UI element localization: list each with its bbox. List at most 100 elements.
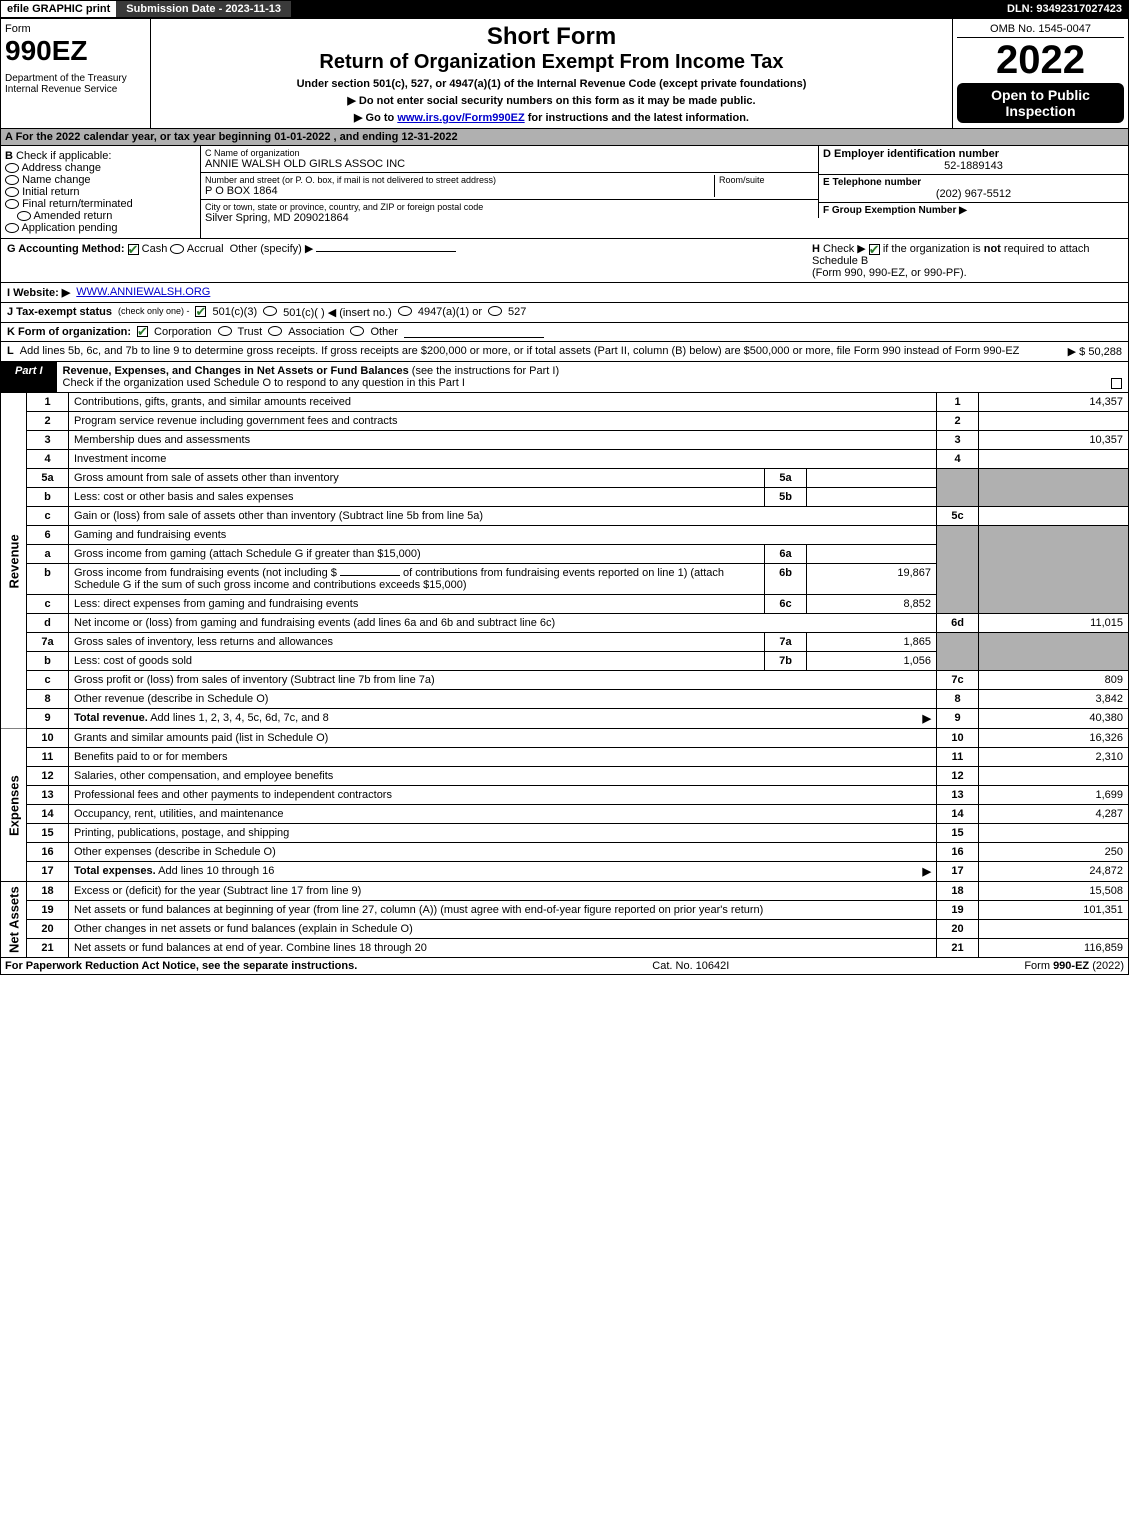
ln18: 18 bbox=[27, 882, 69, 901]
a16: 250 bbox=[979, 843, 1129, 862]
d-label: D Employer identification number bbox=[823, 148, 1124, 160]
ln6a: a bbox=[27, 545, 69, 564]
e-label: E Telephone number bbox=[823, 177, 1124, 188]
k-other-blank[interactable] bbox=[404, 326, 544, 338]
footer-right-form: 990-EZ bbox=[1053, 960, 1089, 972]
ln15: 15 bbox=[27, 824, 69, 843]
k-assoc: Association bbox=[288, 326, 344, 338]
k-row: K Form of organization: Corporation Trus… bbox=[0, 323, 1129, 342]
k-other-check[interactable] bbox=[350, 326, 364, 336]
ln16: 16 bbox=[27, 843, 69, 862]
section-c: C Name of organization ANNIE WALSH OLD G… bbox=[201, 146, 818, 238]
a8: 3,842 bbox=[979, 690, 1129, 709]
j-4947-check[interactable] bbox=[398, 306, 412, 316]
amended: Amended return bbox=[33, 210, 112, 222]
city-label: City or town, state or province, country… bbox=[205, 202, 814, 212]
j-501c-check[interactable] bbox=[263, 306, 277, 316]
ln6-grey bbox=[937, 526, 979, 614]
j-501c3: 501(c)(3) bbox=[212, 306, 257, 319]
ln12: 12 bbox=[27, 767, 69, 786]
part1-table: Revenue 1 Contributions, gifts, grants, … bbox=[0, 393, 1129, 958]
a6b: 19,867 bbox=[807, 564, 937, 595]
ln13: 13 bbox=[27, 786, 69, 805]
j-row: J Tax-exempt status (check only one) - 5… bbox=[0, 303, 1129, 323]
name-change-check[interactable] bbox=[5, 175, 19, 185]
goto-row: ▶ Go to www.irs.gov/Form990EZ for instru… bbox=[155, 111, 948, 124]
ln20: 20 bbox=[27, 920, 69, 939]
ln10r: 10 bbox=[937, 729, 979, 748]
initial-return-check[interactable] bbox=[5, 187, 19, 197]
ln1: 1 bbox=[27, 393, 69, 412]
website-link[interactable]: WWW.ANNIEWALSH.ORG bbox=[76, 286, 210, 299]
l4-text: Investment income bbox=[69, 450, 937, 469]
h-check[interactable] bbox=[869, 244, 880, 255]
footer-left: For Paperwork Reduction Act Notice, see … bbox=[5, 960, 357, 972]
goto-link[interactable]: www.irs.gov/Form990EZ bbox=[397, 112, 524, 124]
j-label: J Tax-exempt status bbox=[7, 306, 112, 319]
ln5b-sub: 5b bbox=[765, 488, 807, 507]
addr-change-check[interactable] bbox=[5, 163, 19, 173]
a1: 14,357 bbox=[979, 393, 1129, 412]
a21: 116,859 bbox=[979, 939, 1129, 958]
ln7b-sub: 7b bbox=[765, 652, 807, 671]
k-corp-check[interactable] bbox=[137, 326, 148, 337]
ln18r: 18 bbox=[937, 882, 979, 901]
ln6a-sub: 6a bbox=[765, 545, 807, 564]
l17-cell: Total expenses. Add lines 10 through 16 … bbox=[69, 862, 937, 882]
final-return-check[interactable] bbox=[5, 199, 19, 209]
a19: 101,351 bbox=[979, 901, 1129, 920]
part1-check[interactable] bbox=[1111, 378, 1122, 389]
ln3r: 3 bbox=[937, 431, 979, 450]
b-letter: B bbox=[5, 150, 13, 162]
section-b: B Check if applicable: Address change Na… bbox=[1, 146, 201, 238]
app-pending: Application pending bbox=[21, 222, 117, 234]
a14: 4,287 bbox=[979, 805, 1129, 824]
k-label: K Form of organization: bbox=[7, 326, 131, 338]
ln6c: c bbox=[27, 595, 69, 614]
page-footer: For Paperwork Reduction Act Notice, see … bbox=[0, 958, 1129, 975]
cash-check[interactable] bbox=[128, 244, 139, 255]
k-trust-check[interactable] bbox=[218, 326, 232, 336]
a7a: 1,865 bbox=[807, 633, 937, 652]
subtitle: Under section 501(c), 527, or 4947(a)(1)… bbox=[155, 78, 948, 90]
j-501c3-check[interactable] bbox=[195, 306, 206, 317]
app-pending-check[interactable] bbox=[5, 223, 19, 233]
h-not: not bbox=[984, 243, 1001, 255]
l-amt: ▶ $ 50,288 bbox=[1068, 345, 1122, 358]
l9-cell: Total revenue. Add lines 1, 2, 3, 4, 5c,… bbox=[69, 709, 937, 729]
dln: DLN: 93492317027423 bbox=[1001, 1, 1128, 17]
ln4r: 4 bbox=[937, 450, 979, 469]
l21-text: Net assets or fund balances at end of ye… bbox=[69, 939, 937, 958]
j-527-check[interactable] bbox=[488, 306, 502, 316]
addr-change: Address change bbox=[21, 162, 101, 174]
other-blank[interactable] bbox=[316, 251, 456, 252]
ln11r: 11 bbox=[937, 748, 979, 767]
g-h-row: G Accounting Method: Cash Accrual Other … bbox=[0, 239, 1129, 283]
accrual-check[interactable] bbox=[170, 244, 184, 254]
l17b-text: Add lines 10 through 16 bbox=[156, 865, 275, 877]
l-letter: L bbox=[7, 345, 14, 358]
ln5a-sub: 5a bbox=[765, 469, 807, 488]
l19-text: Net assets or fund balances at beginning… bbox=[69, 901, 937, 920]
k-assoc-check[interactable] bbox=[268, 326, 282, 336]
a9: 40,380 bbox=[979, 709, 1129, 729]
ln21: 21 bbox=[27, 939, 69, 958]
ln6: 6 bbox=[27, 526, 69, 545]
ln5cr: 5c bbox=[937, 507, 979, 526]
ln19: 19 bbox=[27, 901, 69, 920]
a5-grey bbox=[979, 469, 1129, 507]
ln21r: 21 bbox=[937, 939, 979, 958]
other-specify: Other (specify) ▶ bbox=[230, 243, 314, 255]
amended-check[interactable] bbox=[17, 211, 31, 221]
top-header: efile GRAPHIC print Submission Date - 20… bbox=[0, 0, 1129, 18]
l6b-blank[interactable] bbox=[340, 575, 400, 576]
a5b bbox=[807, 488, 937, 507]
k-trust: Trust bbox=[238, 326, 263, 338]
l7c-text: Gross profit or (loss) from sales of inv… bbox=[69, 671, 937, 690]
revenue-label: Revenue bbox=[1, 393, 27, 729]
ln12r: 12 bbox=[937, 767, 979, 786]
goto-pre: ▶ Go to bbox=[354, 112, 397, 124]
irs-label: Internal Revenue Service bbox=[5, 84, 146, 95]
l9b-text: Add lines 1, 2, 3, 4, 5c, 6d, 7c, and 8 bbox=[148, 712, 329, 724]
efile-label: efile GRAPHIC print bbox=[1, 1, 116, 17]
